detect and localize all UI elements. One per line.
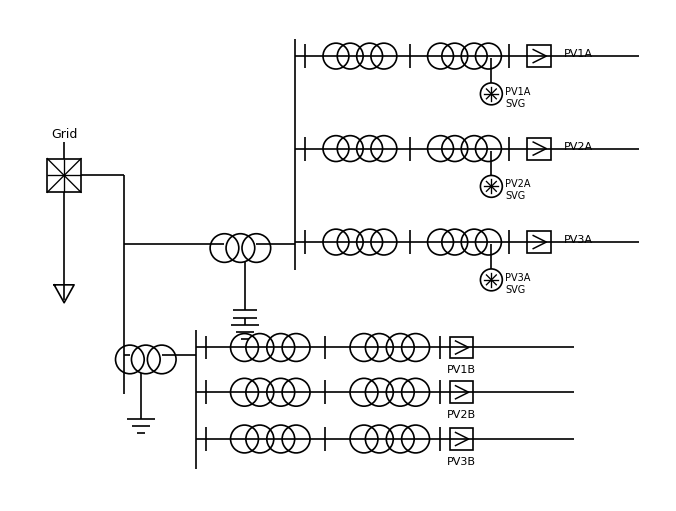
Text: SVG: SVG bbox=[505, 285, 525, 295]
Bar bbox=[450, 381, 473, 403]
Text: Grid: Grid bbox=[51, 128, 77, 141]
Bar bbox=[450, 337, 473, 358]
Text: PV1A: PV1A bbox=[505, 87, 531, 97]
Text: PV1B: PV1B bbox=[447, 365, 476, 376]
Text: PV2A: PV2A bbox=[564, 142, 594, 152]
Bar bbox=[47, 158, 81, 192]
Bar bbox=[527, 45, 551, 67]
Text: SVG: SVG bbox=[505, 191, 525, 201]
Bar bbox=[527, 137, 551, 159]
Text: PV2A: PV2A bbox=[505, 179, 531, 190]
Bar bbox=[527, 231, 551, 253]
Text: SVG: SVG bbox=[505, 99, 525, 109]
Text: PV3A: PV3A bbox=[564, 235, 593, 245]
Bar bbox=[450, 428, 473, 450]
Text: PV3B: PV3B bbox=[447, 457, 476, 467]
Text: PV2B: PV2B bbox=[447, 410, 476, 420]
Text: PV3A: PV3A bbox=[505, 273, 531, 283]
Text: PV1A: PV1A bbox=[564, 49, 593, 59]
